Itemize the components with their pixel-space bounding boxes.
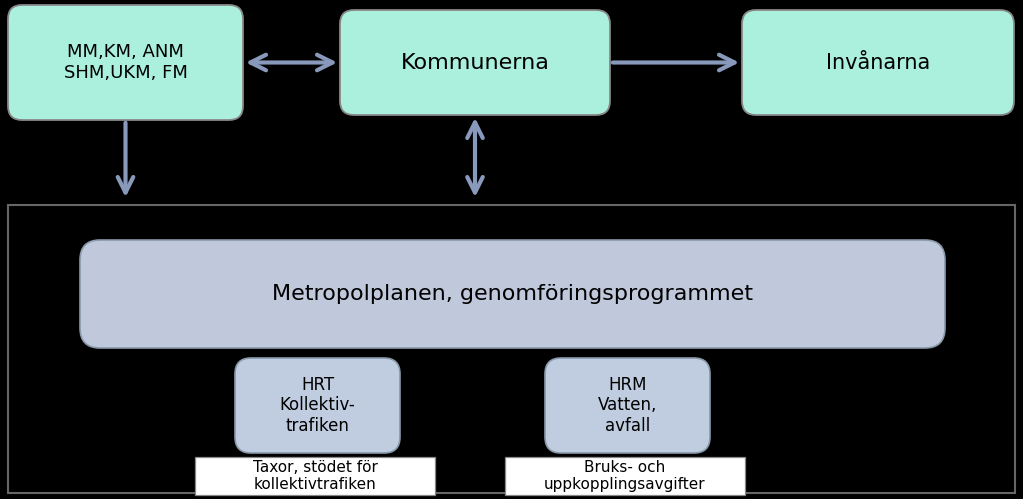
FancyBboxPatch shape — [340, 10, 610, 115]
FancyBboxPatch shape — [8, 205, 1015, 493]
Text: MM,KM, ANM
SHM,UKM, FM: MM,KM, ANM SHM,UKM, FM — [63, 43, 187, 82]
FancyBboxPatch shape — [8, 5, 243, 120]
FancyBboxPatch shape — [195, 457, 435, 495]
FancyBboxPatch shape — [545, 358, 710, 453]
Text: Kommunerna: Kommunerna — [401, 52, 549, 72]
Text: Bruks- och
uppkopplingsavgifter: Bruks- och uppkopplingsavgifter — [544, 460, 706, 492]
Text: HRT
Kollektiv-
trafiken: HRT Kollektiv- trafiken — [279, 376, 355, 435]
FancyBboxPatch shape — [235, 358, 400, 453]
Text: Taxor, stödet för
kollektivtrafiken: Taxor, stödet för kollektivtrafiken — [253, 460, 377, 492]
Text: Metropolplanen, genomföringsprogrammet: Metropolplanen, genomföringsprogrammet — [272, 284, 753, 304]
Text: Invånarna: Invånarna — [826, 52, 930, 72]
FancyBboxPatch shape — [80, 240, 945, 348]
Text: HRM
Vatten,
avfall: HRM Vatten, avfall — [597, 376, 657, 435]
FancyBboxPatch shape — [742, 10, 1014, 115]
FancyBboxPatch shape — [505, 457, 745, 495]
